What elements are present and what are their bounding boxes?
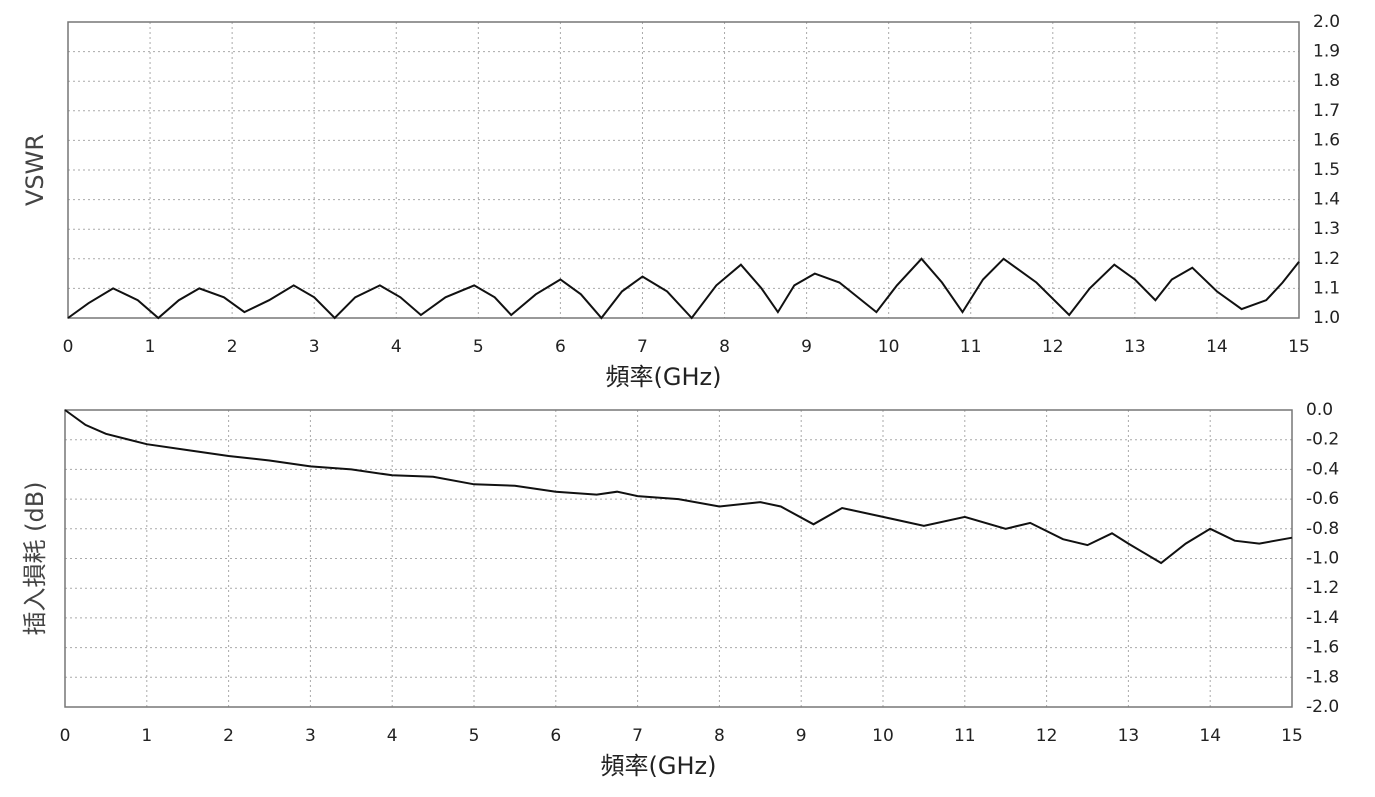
y-tick-label: -1.2 [1306, 578, 1339, 598]
x-tick-label: 3 [309, 337, 320, 357]
y-tick-label: 1.0 [1313, 308, 1340, 328]
x-tick-label: 9 [796, 726, 807, 746]
y-tick-label: 0.0 [1306, 400, 1333, 420]
y-tick-label: -1.8 [1306, 667, 1339, 687]
x-tick-label: 1 [141, 726, 152, 746]
y-tick-label: 1.4 [1313, 190, 1340, 210]
x-tick-label: 1 [145, 337, 156, 357]
x-tick-label: 12 [1042, 337, 1064, 357]
y-tick-label: -0.2 [1306, 430, 1339, 450]
y-tick-label: 1.2 [1313, 249, 1340, 269]
y-tick-label: -1.0 [1306, 549, 1339, 569]
y-tick-label: -1.4 [1306, 608, 1339, 628]
x-tick-label: 4 [391, 337, 402, 357]
x-tick-label: 15 [1288, 337, 1310, 357]
x-tick-label: 8 [714, 726, 725, 746]
x-tick-label: 7 [637, 337, 648, 357]
x-tick-label: 2 [227, 337, 238, 357]
x-tick-label: 12 [1036, 726, 1058, 746]
x-tick-label: 0 [63, 337, 74, 357]
x-tick-label: 7 [632, 726, 643, 746]
x-tick-label: 9 [801, 337, 812, 357]
x-tick-label: 4 [387, 726, 398, 746]
plot-frame [67, 21, 1300, 319]
x-tick-label: 0 [60, 726, 71, 746]
x-tick-label: 11 [960, 337, 982, 357]
y-tick-label: -0.6 [1306, 489, 1339, 509]
x-axis-title: 頻率(GHz) [606, 363, 722, 391]
x-tick-label: 8 [719, 337, 730, 357]
x-axis-title: 頻率(GHz) [601, 752, 717, 780]
x-tick-label: 10 [878, 337, 900, 357]
data-line [67, 257, 1300, 320]
y-tick-label: -1.6 [1306, 638, 1339, 658]
x-tick-label: 3 [305, 726, 316, 746]
x-tick-label: 2 [223, 726, 234, 746]
x-tick-label: 14 [1206, 337, 1228, 357]
y-tick-label: 1.6 [1313, 130, 1340, 150]
x-tick-label: 13 [1124, 337, 1146, 357]
x-tick-label: 10 [872, 726, 894, 746]
x-tick-label: 15 [1281, 726, 1303, 746]
y-tick-label: 1.8 [1313, 71, 1340, 91]
y-tick-label: 1.3 [1313, 219, 1340, 239]
x-tick-label: 5 [473, 337, 484, 357]
y-tick-label: -0.8 [1306, 519, 1339, 539]
y-axis-title: 插入損耗 (dB) [21, 481, 49, 635]
x-tick-label: 6 [550, 726, 561, 746]
data-line [64, 409, 1293, 565]
plot-frame [64, 409, 1293, 708]
x-tick-label: 6 [555, 337, 566, 357]
y-tick-label: 1.9 [1313, 42, 1340, 62]
y-tick-label: 1.7 [1313, 101, 1340, 121]
y-tick-label: 1.1 [1313, 278, 1340, 298]
y-tick-label: 1.5 [1313, 160, 1340, 180]
y-tick-label: -2.0 [1306, 697, 1339, 717]
y-axis-title: VSWR [21, 134, 49, 206]
y-tick-label: -0.4 [1306, 459, 1339, 479]
x-tick-label: 13 [1118, 726, 1140, 746]
x-tick-label: 11 [954, 726, 976, 746]
x-tick-label: 14 [1199, 726, 1221, 746]
y-tick-label: 2.0 [1313, 12, 1340, 32]
x-tick-label: 5 [469, 726, 480, 746]
